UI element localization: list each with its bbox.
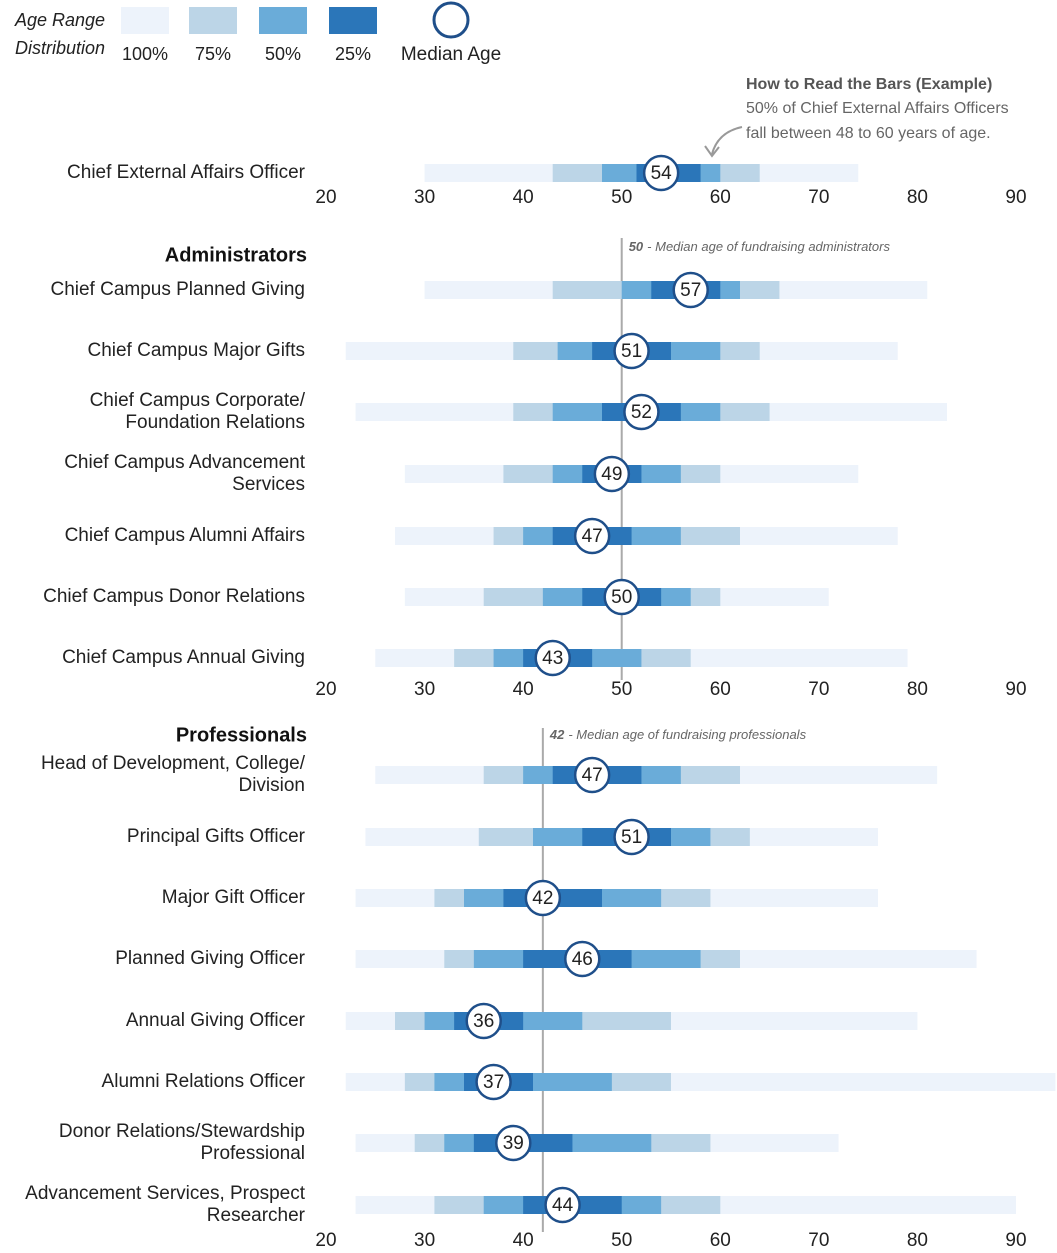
legend-swatch	[259, 7, 307, 34]
row-label: Chief Campus Corporate/ Foundation Relat…	[89, 390, 305, 433]
median-label: 57	[680, 280, 701, 301]
median-marker	[524, 879, 562, 917]
median-label: 47	[582, 526, 603, 547]
row-label: Annual Giving Officer	[125, 1010, 305, 1031]
x-tick-label: 50	[611, 679, 632, 700]
row-label: Chief Campus Alumni Affairs	[64, 525, 305, 546]
median-label: 43	[542, 648, 563, 669]
row-label: Major Gift Officer	[161, 887, 305, 908]
row-label: Head of Development, College/ Division	[40, 753, 305, 796]
median-label: 37	[483, 1072, 504, 1093]
row-label: Chief Campus Donor Relations	[43, 586, 305, 607]
x-tick-label: 30	[414, 1230, 435, 1251]
row-label: Chief External Affairs Officer	[67, 162, 305, 183]
group-median-note: 42- Median age of fundraising profession…	[549, 727, 807, 742]
median-label: 54	[651, 163, 673, 184]
median-marker	[544, 1186, 581, 1224]
note-line: 50% of Chief External Affairs Officers	[746, 100, 1009, 117]
x-tick-label: 60	[710, 187, 731, 208]
legend-swatch	[121, 7, 169, 34]
median-marker	[613, 332, 650, 370]
x-tick-label: 20	[315, 679, 336, 700]
median-marker	[603, 578, 640, 616]
median-marker	[495, 1124, 532, 1162]
row-label: Donor Relations/Stewardship Professional	[58, 1121, 305, 1164]
x-tick-label: 70	[808, 187, 829, 208]
legend-median-swatch	[432, 1, 470, 39]
note-title: How to Read the Bars (Example)	[746, 76, 992, 93]
x-tick-label: 30	[414, 187, 435, 208]
group-median-value: 50	[629, 239, 644, 254]
median-label: 44	[552, 1195, 574, 1216]
median-marker	[534, 639, 571, 677]
median-marker	[593, 455, 631, 493]
median-label: 51	[621, 827, 642, 848]
x-tick-label: 90	[1005, 1230, 1026, 1251]
row-label: Advancement Services, Prospect Researche…	[25, 1183, 305, 1226]
group-median-note: 50- Median age of fundraising administra…	[629, 239, 891, 254]
x-tick-label: 80	[907, 1230, 928, 1251]
x-tick-label: 60	[710, 679, 731, 700]
group-median-text: - Median age of fundraising administrato…	[647, 239, 890, 254]
median-marker	[672, 271, 709, 309]
note-arrowhead	[704, 145, 720, 158]
legend-label: 25%	[335, 44, 371, 64]
group-median-value: 42	[549, 727, 565, 742]
note-line: fall between 48 to 60 years of age.	[746, 125, 991, 142]
x-tick-label: 80	[907, 679, 928, 700]
legend-label: 50%	[265, 44, 301, 64]
median-label: 52	[631, 402, 652, 423]
median-label: 46	[572, 949, 593, 970]
median-label: 51	[621, 341, 642, 362]
x-tick-label: 80	[907, 187, 928, 208]
x-tick-label: 70	[808, 679, 829, 700]
note-arrow	[711, 126, 743, 155]
median-label: 42	[532, 888, 553, 909]
row-label: Chief Campus Planned Giving	[50, 279, 305, 300]
median-marker	[642, 154, 680, 192]
median-marker	[573, 517, 611, 555]
median-label: 47	[582, 765, 603, 786]
x-tick-label: 70	[808, 1230, 829, 1251]
median-marker	[564, 940, 601, 978]
median-label: 49	[601, 464, 622, 485]
legend-title: Age Range	[14, 10, 105, 30]
x-tick-label: 20	[315, 1230, 336, 1251]
median-marker	[465, 1002, 502, 1040]
x-tick-label: 40	[513, 187, 534, 208]
median-label: 50	[611, 587, 632, 608]
legend-title: Distribution	[15, 38, 105, 58]
legend-median-label: Median Age	[401, 44, 501, 65]
median-marker	[613, 818, 650, 856]
row-label: Chief Campus Major Gifts	[87, 340, 305, 361]
group-median-text: - Median age of fundraising professional…	[568, 727, 806, 742]
row-label: Principal Gifts Officer	[126, 826, 305, 847]
x-tick-label: 60	[710, 1230, 731, 1251]
median-label: 36	[473, 1011, 494, 1032]
median-marker	[475, 1063, 512, 1101]
row-label: Alumni Relations Officer	[101, 1071, 305, 1092]
x-tick-label: 20	[315, 187, 336, 208]
median-marker	[623, 393, 660, 431]
x-tick-label: 40	[513, 1230, 534, 1251]
x-tick-label: 90	[1005, 679, 1026, 700]
median-label: 39	[503, 1133, 524, 1154]
x-tick-label: 90	[1005, 187, 1026, 208]
group-title: Administrators	[164, 244, 307, 267]
row-label: Chief Campus Annual Giving	[62, 647, 305, 668]
row-label: Chief Campus Advancement Services	[64, 452, 305, 495]
x-tick-label: 50	[611, 187, 632, 208]
x-tick-label: 40	[513, 679, 534, 700]
x-tick-label: 50	[611, 1230, 632, 1251]
legend-swatch	[329, 7, 377, 34]
legend-label: 75%	[195, 44, 231, 64]
legend-label: 100%	[122, 44, 168, 64]
group-title: Professionals	[175, 724, 307, 747]
row-label: Planned Giving Officer	[115, 948, 305, 969]
x-tick-label: 30	[414, 679, 435, 700]
legend-swatch	[189, 7, 237, 34]
median-marker	[573, 756, 611, 794]
